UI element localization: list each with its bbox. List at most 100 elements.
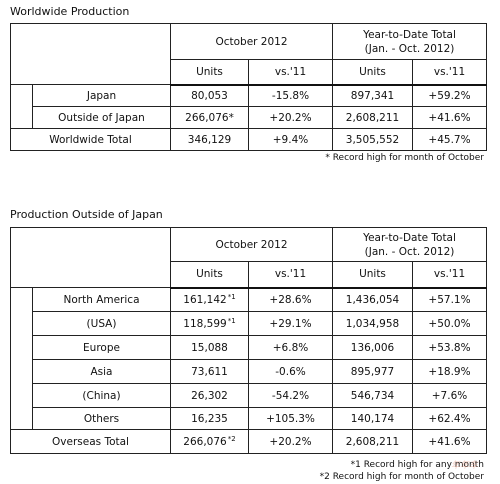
table-row: Others 16,235 +105.3% 140,174 +62.4% <box>11 407 487 430</box>
cell-ytd-vs: +59.2% <box>412 84 487 107</box>
worldwide-footnote: * Record high for month of October <box>325 153 484 163</box>
header-units: Units <box>170 59 249 86</box>
units-value: 118,599 <box>183 318 227 330</box>
total-label: Worldwide Total <box>10 128 171 151</box>
header-vs: vs.'11 <box>248 59 333 86</box>
table-row: Japan 80,053 -15.8% 897,341 +59.2% <box>10 84 487 129</box>
total-units: 346,129 <box>170 128 249 151</box>
cell-vs: +6.8% <box>248 335 333 360</box>
worldwide-table: October 2012 Year-to-Date Total (Jan. - … <box>10 23 487 151</box>
row-label: Others <box>32 407 171 430</box>
cell-units: 16,235 <box>170 407 249 430</box>
cell-vs: -54.2% <box>248 383 333 408</box>
worldwide-title: Worldwide Production <box>10 5 130 18</box>
header-ytd: Year-to-Date Total (Jan. - Oct. 2012) <box>332 227 487 262</box>
row-label: (USA) <box>32 311 171 336</box>
cell-ytd-vs: +7.6% <box>412 383 487 408</box>
total-row: Overseas Total 266,076*2 +20.2% 2,608,21… <box>10 429 487 454</box>
cell-units: 73,611 <box>170 359 249 384</box>
header-row-units: Units vs.'11 Units vs.'11 <box>11 261 487 289</box>
header-units: Units <box>170 261 249 289</box>
total-units: 266,076*2 <box>170 429 249 454</box>
row-label: North America <box>32 287 171 312</box>
cell-units: 118,599*1 <box>170 311 249 336</box>
cell-vs: +29.1% <box>248 311 333 336</box>
table-row: North America 161,142*1 +28.6% 1,436,054… <box>10 287 487 430</box>
record-mark: *1 <box>227 293 236 302</box>
header-ytd-line2: (Jan. - Oct. 2012) <box>364 245 455 258</box>
table-row: Europe 15,088 +6.8% 136,006 +53.8% <box>11 335 487 360</box>
cell-vs: +20.2% <box>248 106 333 129</box>
cell-vs: +28.6% <box>248 287 333 312</box>
header-ytd-line1: Year-to-Date Total <box>363 231 456 244</box>
header-october: October 2012 <box>170 23 333 60</box>
row-label: (China) <box>32 383 171 408</box>
table-row: (China) 26,302 -54.2% 546,734 +7.6% <box>11 383 487 408</box>
row-label: Asia <box>32 359 171 384</box>
watermark-logo: 年年车 <box>450 461 478 471</box>
row-label: Outside of Japan <box>32 106 171 129</box>
cell-ytd-vs: +41.6% <box>412 106 487 129</box>
header-ytd-line2: (Jan. - Oct. 2012) <box>364 42 455 55</box>
header-row-periods: October 2012 Year-to-Date Total (Jan. - … <box>10 23 487 85</box>
cell-ytd-units: 1,034,958 <box>332 311 413 336</box>
cell-ytd-units: 1,436,054 <box>332 287 413 312</box>
cell-ytd-units: 140,174 <box>332 407 413 430</box>
footnote-2: *2 Record high for month of October <box>319 472 484 482</box>
cell-vs: -0.6% <box>248 359 333 384</box>
cell-ytd-units: 546,734 <box>332 383 413 408</box>
table-row: Outside of Japan 266,076* +20.2% 2,608,2… <box>11 106 487 129</box>
header-ytd-line1: Year-to-Date Total <box>363 28 456 41</box>
outside-table: October 2012 Year-to-Date Total (Jan. - … <box>10 227 487 454</box>
cell-ytd-vs: +62.4% <box>412 407 487 430</box>
total-ytd-units: 2,608,211 <box>332 429 413 454</box>
header-row-periods: October 2012 Year-to-Date Total (Jan. - … <box>10 227 487 288</box>
total-ytd-units: 3,505,552 <box>332 128 413 151</box>
cell-ytd-vs: +57.1% <box>412 287 487 312</box>
header-ytd-units: Units <box>332 59 413 86</box>
cell-ytd-units: 136,006 <box>332 335 413 360</box>
cell-ytd-vs: +53.8% <box>412 335 487 360</box>
indent-cell <box>10 287 33 430</box>
cell-units: 26,302 <box>170 383 249 408</box>
header-ytd-vs: vs.'11 <box>412 261 487 289</box>
units-value: 266,076 <box>183 436 227 448</box>
header-blank <box>10 227 171 288</box>
header-ytd-units: Units <box>332 261 413 289</box>
row-label: Europe <box>32 335 171 360</box>
footnote-1: *1 Record high for any month <box>350 460 484 470</box>
total-vs: +9.4% <box>248 128 333 151</box>
cell-units: 15,088 <box>170 335 249 360</box>
cell-units: 161,142*1 <box>170 287 249 312</box>
header-blank <box>10 23 171 85</box>
header-ytd: Year-to-Date Total (Jan. - Oct. 2012) <box>332 23 487 60</box>
cell-units: 266,076* <box>170 106 249 129</box>
header-ytd-vs: vs.'11 <box>412 59 487 86</box>
table-row: Asia 73,611 -0.6% 895,977 +18.9% <box>11 359 487 384</box>
indent-cell <box>10 84 33 129</box>
record-mark: *2 <box>227 435 236 443</box>
total-ytd-vs: +41.6% <box>412 429 487 454</box>
header-row-units: Units vs.'11 Units vs.'11 <box>11 59 487 86</box>
cell-vs: -15.8% <box>248 84 333 107</box>
cell-ytd-units: 897,341 <box>332 84 413 107</box>
cell-ytd-units: 895,977 <box>332 359 413 384</box>
record-mark: *1 <box>227 317 236 325</box>
cell-vs: +105.3% <box>248 407 333 430</box>
total-vs: +20.2% <box>248 429 333 454</box>
cell-ytd-vs: +50.0% <box>412 311 487 336</box>
cell-ytd-units: 2,608,211 <box>332 106 413 129</box>
total-ytd-vs: +45.7% <box>412 128 487 151</box>
total-row: Worldwide Total 346,129 +9.4% 3,505,552 … <box>10 128 487 151</box>
header-october: October 2012 <box>170 227 333 262</box>
row-label: Japan <box>32 84 171 107</box>
units-value: 266,076 <box>185 111 229 124</box>
cell-ytd-vs: +18.9% <box>412 359 487 384</box>
table-row: (USA) 118,599*1 +29.1% 1,034,958 +50.0% <box>11 311 487 336</box>
total-label: Overseas Total <box>10 429 171 454</box>
outside-title: Production Outside of Japan <box>10 208 163 221</box>
header-vs: vs.'11 <box>248 261 333 289</box>
cell-units: 80,053 <box>170 84 249 107</box>
units-value: 161,142 <box>183 294 227 307</box>
record-mark: * <box>228 111 234 124</box>
